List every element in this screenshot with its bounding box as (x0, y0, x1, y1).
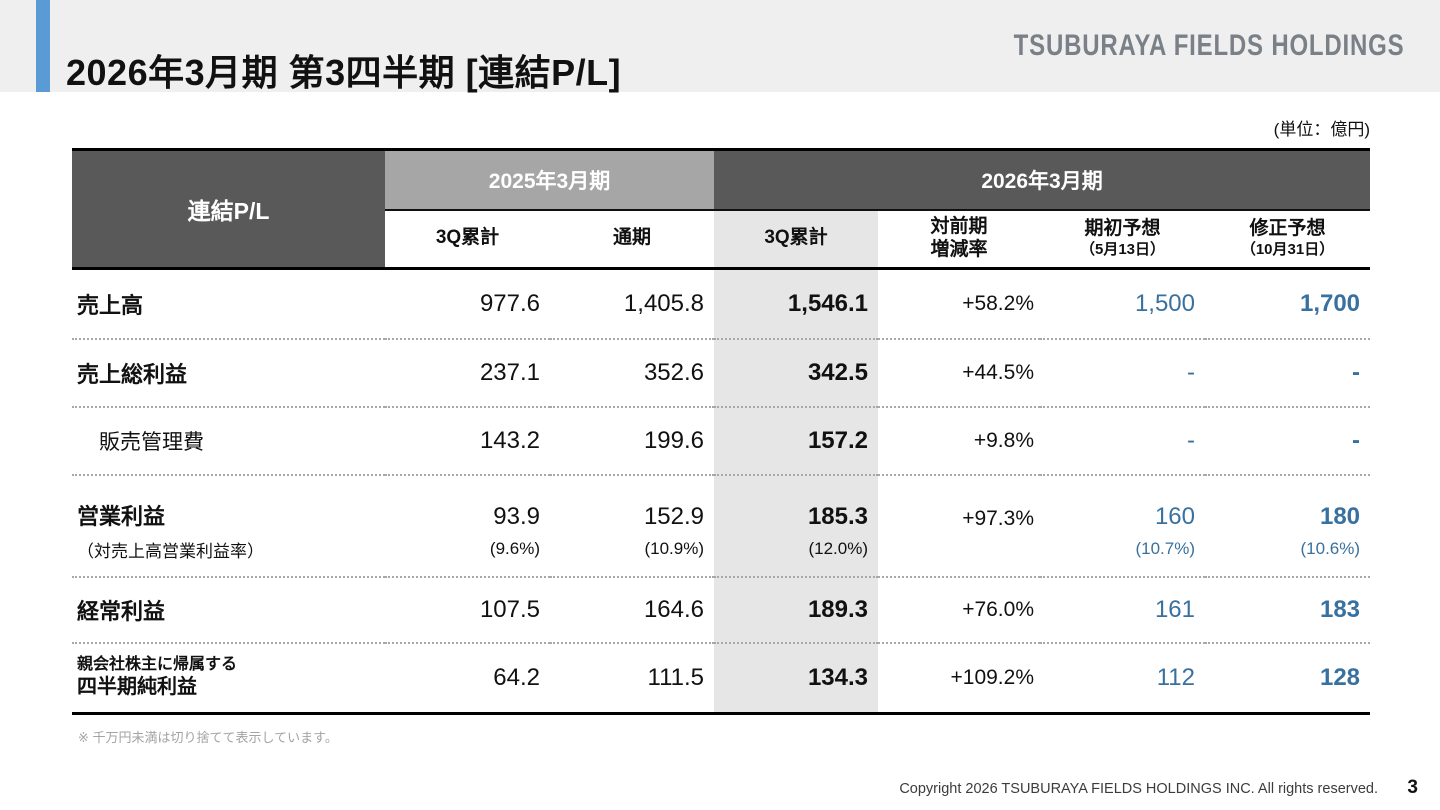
value-3q-2025: 107.5 (385, 576, 550, 644)
copyright-text: Copyright 2026 TSUBURAYA FIELDS HOLDINGS… (899, 781, 1378, 797)
table-row-gross-profit: 売上総利益 237.1 352.6 342.5 +44.5% - - (72, 338, 1371, 408)
value-3q-2026: (12.0%) (714, 536, 878, 578)
pl-table: 連結P/L 2025年3月期 2026年3月期 3Q累計 通期 3Q累計 対前期… (72, 148, 1371, 715)
value-initial-forecast: 161 (1040, 576, 1205, 644)
page-number: 3 (1407, 777, 1418, 798)
unit-label: (単位：億円) (1273, 120, 1370, 139)
table-column-header-row: 3Q累計 通期 3Q累計 対前期 増減率 期初予想 （5月13日） 修正予想 （10月… (72, 209, 1371, 270)
value-revised-forecast: (10.6%) (1205, 536, 1371, 578)
row-label: 経常利益 (72, 576, 385, 644)
col-header-fullyear-2025: 通期 (550, 209, 714, 270)
row-label: 販売管理費 (72, 406, 385, 476)
col-header-yoy-change: 対前期 増減率 (878, 209, 1040, 270)
value-3q-2025: 64.2 (493, 663, 540, 691)
page-title: 2026年3月期 第3四半期 [連結P/L] (66, 52, 622, 94)
value-fullyear-2025: 1,405.8 (550, 268, 714, 340)
value-revised-forecast: 183 (1205, 576, 1371, 644)
value-initial-forecast: - (1040, 406, 1205, 476)
table-row-ordinary-profit: 経常利益 107.5 164.6 189.3 +76.0% 161 183 (72, 576, 1371, 644)
table-row-sga-expenses: 販売管理費 143.2 199.6 157.2 +9.8% - - (72, 406, 1371, 476)
value-3q-2025: 977.6 (385, 268, 550, 340)
value-yoy-change: +97.3% (962, 506, 1034, 530)
value-yoy-change: +44.5% (878, 338, 1040, 408)
value-yoy-change: +9.8% (878, 406, 1040, 476)
table-row-operating-margin: （対売上高営業利益率） (9.6%) (10.9%) (12.0%) (10.7… (72, 536, 1371, 578)
col-header-revised-forecast: 修正予想 （10月31日） (1205, 209, 1371, 270)
value-initial-forecast: 112 (1156, 663, 1195, 691)
value-3q-2026: 185.3 (714, 474, 878, 537)
value-3q-2026: 134.3 (714, 642, 878, 714)
value-revised-forecast: - (1205, 338, 1371, 408)
value-initial-forecast: 160 (1154, 502, 1195, 530)
footnote: ※ 千万円未満は切り捨てて表示しています。 (78, 730, 338, 745)
value-fullyear-2025: (10.9%) (550, 536, 714, 578)
table-row-net-sales: 売上高 977.6 1,405.8 1,546.1 +58.2% 1,500 1… (72, 268, 1371, 340)
col-header-3q-2025: 3Q累計 (385, 209, 550, 270)
table-row-quarterly-net-profit: 親会社株主に帰属する 四半期純利益 64.2 111.5 134.3 +109.… (72, 642, 1370, 714)
value-fullyear-2025: 352.6 (550, 338, 714, 408)
value-initial-forecast: 1,500 (1040, 268, 1205, 340)
value-yoy-change: +58.2% (878, 268, 1040, 340)
value-fullyear-2025: 152.9 (643, 502, 704, 530)
value-revised-forecast: 180 (1319, 502, 1361, 530)
row-label: （対売上高営業利益率） (72, 536, 385, 578)
value-initial-forecast: - (1040, 338, 1205, 408)
col-header-initial-forecast: 期初予想 （5月13日） (1040, 209, 1205, 270)
value-3q-2026: 1,546.1 (714, 268, 878, 340)
value-3q-2025: (9.6%) (385, 536, 550, 578)
corner-header: 連結P/L (72, 149, 385, 270)
group-header-fy2025: 2025年3月期 (385, 149, 714, 211)
col-header-3q-2026: 3Q累計 (714, 209, 878, 270)
value-yoy-change: +109.2% (950, 665, 1035, 689)
value-fullyear-2025: 164.6 (550, 576, 714, 644)
row-label: 営業利益 (77, 503, 166, 529)
value-3q-2025: 93.9 (493, 502, 540, 530)
group-header-fy2026: 2026年3月期 (714, 149, 1371, 211)
value-3q-2025: 143.2 (385, 406, 550, 476)
value-fullyear-2025: 111.5 (647, 663, 705, 691)
row-label: 親会社株主に帰属する 四半期純利益 (77, 656, 238, 699)
value-3q-2026: 189.3 (714, 576, 878, 644)
value-initial-forecast: (10.7%) (1040, 536, 1205, 578)
title-bar: 2026年3月期 第3四半期 [連結P/L] TSUBURAYA FIELDS … (0, 0, 1440, 93)
accent-stripe (36, 0, 50, 92)
row-label: 売上高 (72, 268, 385, 340)
row-label: 売上総利益 (72, 338, 385, 408)
table-row-operating-profit: 営業利益 93.9 152.9 185.3 +97.3% 160 180 (72, 474, 1370, 537)
value-3q-2026: 342.5 (714, 338, 878, 408)
value-revised-forecast: 1,700 (1205, 268, 1371, 340)
table-group-header-row: 連結P/L 2025年3月期 2026年3月期 (72, 149, 1371, 270)
value-yoy-change: +76.0% (878, 576, 1040, 644)
value-revised-forecast: 128 (1319, 663, 1361, 691)
value-fullyear-2025: 199.6 (550, 406, 714, 476)
value-3q-2025: 237.1 (385, 338, 550, 408)
value-revised-forecast: - (1205, 406, 1371, 476)
value-yoy-change (878, 536, 1040, 578)
value-3q-2026: 157.2 (714, 406, 878, 476)
company-logo: TSUBURAYA FIELDS HOLDINGS (1013, 29, 1404, 62)
